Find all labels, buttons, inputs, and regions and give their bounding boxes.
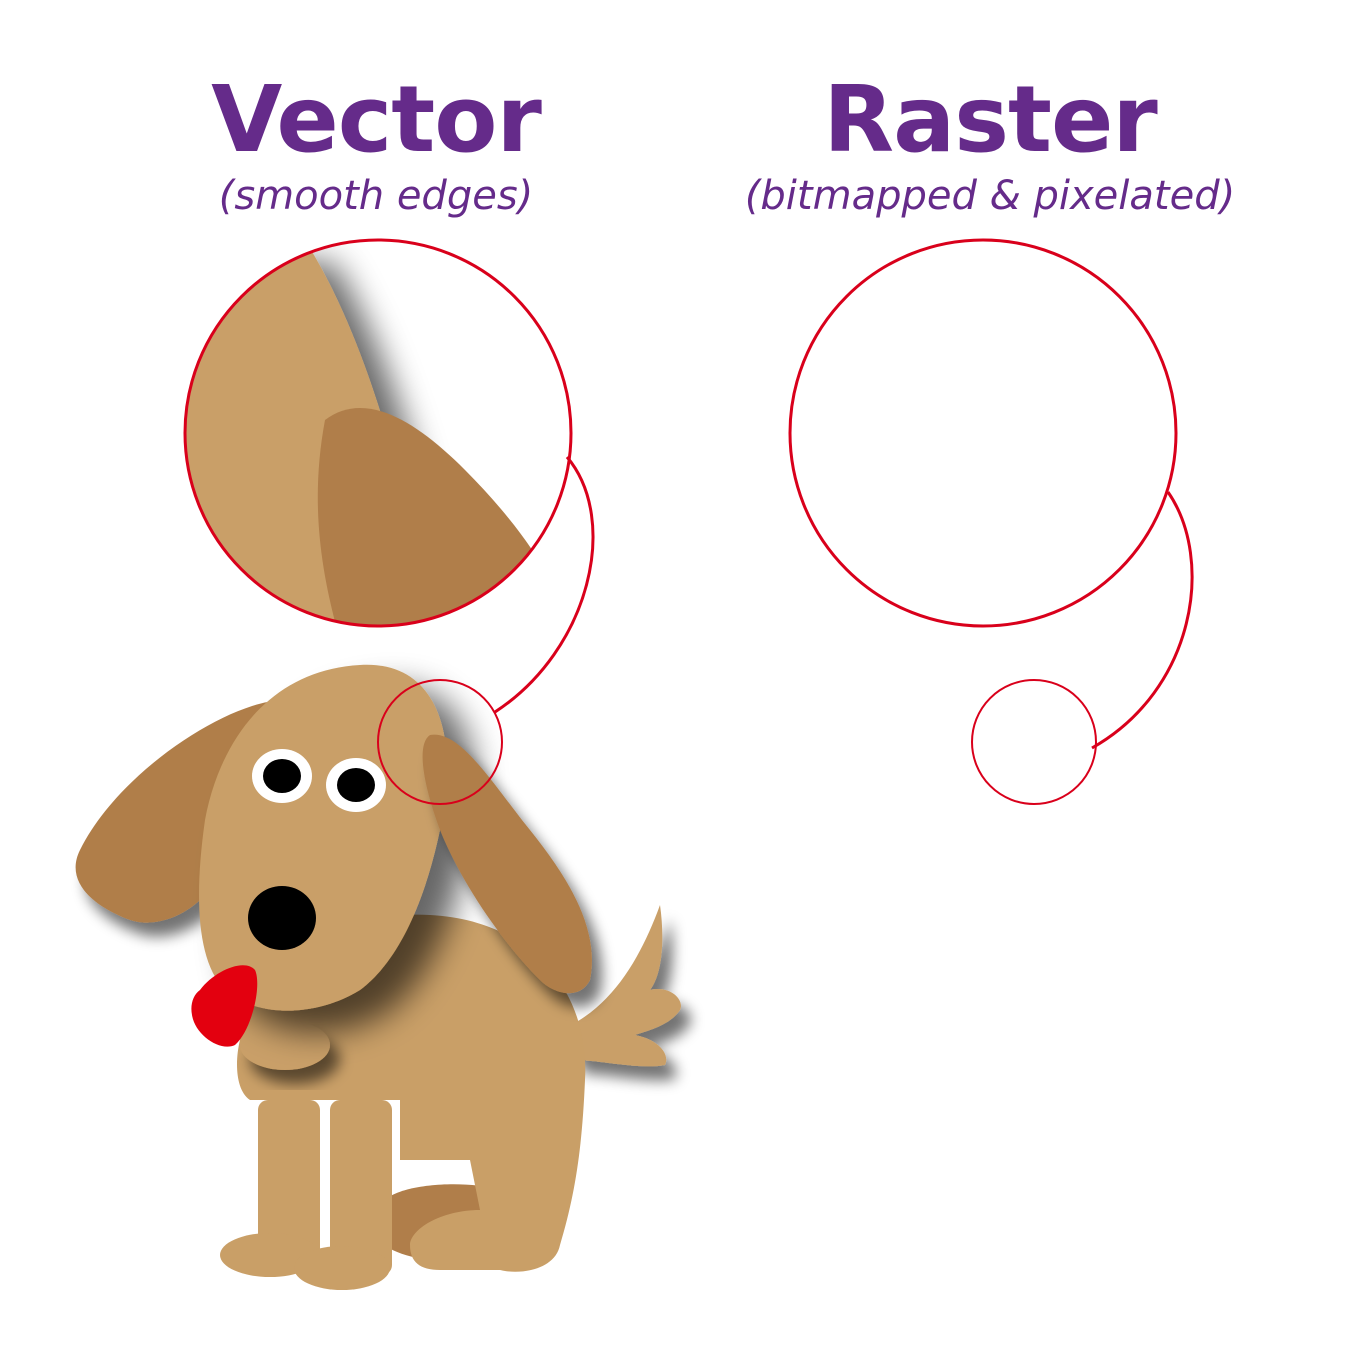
raster-magnifier <box>788 238 1194 805</box>
raster-dog <box>662 665 1267 1290</box>
vector-subtitle: (smooth edges) <box>218 173 534 219</box>
vector-title: Vector <box>211 66 542 173</box>
raster-subtitle: (bitmapped & pixelated) <box>744 173 1236 219</box>
vector-magnifier <box>183 238 595 805</box>
vector-dog <box>76 665 681 1290</box>
raster-title: Raster <box>823 66 1157 173</box>
